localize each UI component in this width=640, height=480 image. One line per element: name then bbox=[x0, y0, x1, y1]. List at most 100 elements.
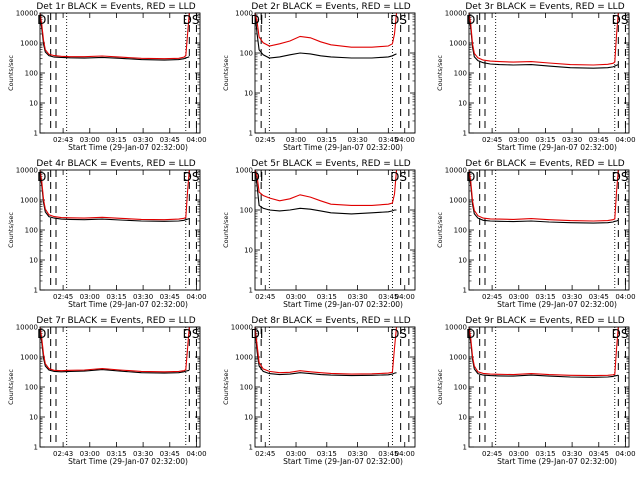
x-tick-label: 03:15 bbox=[106, 450, 126, 458]
y-tick-label: 1 bbox=[249, 444, 253, 452]
x-tick-label: 03:30 bbox=[347, 450, 367, 458]
x-tick-label: 03:15 bbox=[317, 293, 337, 301]
y-tick-label: 100 bbox=[240, 50, 253, 58]
series-line-lld bbox=[254, 326, 398, 375]
x-tick-label: 03:00 bbox=[509, 293, 529, 301]
marker-ds: DS bbox=[183, 327, 200, 341]
series-line-lld bbox=[468, 169, 619, 222]
x-tick-label: 03:15 bbox=[106, 293, 126, 301]
x-axis-label: Start Time (29-Jan-07 02:32:00) bbox=[497, 143, 617, 152]
x-tick-label: 03:00 bbox=[509, 450, 529, 458]
plot-frame bbox=[39, 169, 201, 291]
y-axis-label: Counts/sec bbox=[222, 55, 230, 91]
y-tick-label: 10 bbox=[29, 100, 38, 108]
x-tick-label: 04:00 bbox=[186, 293, 206, 301]
x-tick-label: 03:45 bbox=[378, 293, 398, 301]
series-line-events bbox=[254, 169, 397, 215]
y-tick-label: 100 bbox=[25, 227, 38, 235]
series-line-lld bbox=[39, 169, 190, 221]
y-tick-label: 1 bbox=[463, 287, 467, 295]
y-axis-label: Counts/sec bbox=[436, 212, 444, 248]
y-tick-label: 100 bbox=[240, 384, 253, 392]
chart-panel-9: Det 9r BLACK = Events, RED = LLD 1 10 100 10… bbox=[436, 316, 636, 466]
chart-panel-3: Det 3r BLACK = Events, RED = LLD 1 10 100 10… bbox=[436, 2, 636, 152]
chart-title: Det 8r BLACK = Events, RED = LLD bbox=[251, 316, 410, 326]
y-tick-label: 1 bbox=[34, 287, 38, 295]
x-tick-label: 03:30 bbox=[347, 136, 367, 144]
y-tick-label: 1000 bbox=[20, 354, 38, 362]
series-line-events bbox=[468, 172, 619, 224]
marker-di: DI bbox=[251, 13, 264, 27]
y-tick-label: 1000 bbox=[235, 10, 253, 18]
x-tick-label: 03:00 bbox=[80, 136, 100, 144]
x-tick-label: 03:45 bbox=[160, 450, 180, 458]
y-tick-label: 10000 bbox=[16, 324, 38, 332]
plot-frame bbox=[468, 12, 630, 134]
y-tick-label: 100 bbox=[454, 227, 467, 235]
series-line-lld bbox=[468, 12, 619, 66]
chart-panel-7: Det 7r BLACK = Events, RED = LLD 1 10 100 10… bbox=[7, 316, 207, 466]
x-axis-label: Start Time (29-Jan-07 02:32:00) bbox=[68, 300, 188, 309]
y-tick-label: 1000 bbox=[449, 354, 467, 362]
chart-panel-8: Det 8r BLACK = Events, RED = LLD 1 10 100 10… bbox=[222, 316, 416, 466]
y-tick-label: 100 bbox=[25, 70, 38, 78]
y-tick-label: 10 bbox=[458, 100, 467, 108]
marker-ds: DS bbox=[390, 170, 407, 184]
y-axis-label: Counts/sec bbox=[7, 212, 15, 248]
x-tick-label: 02:45 bbox=[255, 136, 275, 144]
series-line-events bbox=[254, 12, 397, 59]
y-tick-label: 10 bbox=[244, 247, 253, 255]
y-axis-label: Counts/sec bbox=[7, 55, 15, 91]
x-tick-label: 02:45 bbox=[53, 293, 73, 301]
x-axis-label: Start Time (29-Jan-07 02:32:00) bbox=[497, 300, 617, 309]
x-tick-label: 03:30 bbox=[347, 293, 367, 301]
y-tick-label: 10 bbox=[29, 414, 38, 422]
x-tick-label: 02:45 bbox=[482, 136, 502, 144]
x-tick-label: 03:45 bbox=[378, 136, 398, 144]
chart-panel-1: Det 1r BLACK = Events, RED = LLD 1 10 100 10… bbox=[7, 2, 207, 152]
chart-title: Det 9r BLACK = Events, RED = LLD bbox=[465, 316, 624, 326]
x-axis-label: Start Time (29-Jan-07 02:32:00) bbox=[68, 457, 188, 466]
chart-panel-5: Det 5r BLACK = Events, RED = LLD 1 10 100 10… bbox=[222, 159, 416, 309]
x-tick-label: 03:15 bbox=[535, 136, 555, 144]
y-tick-label: 10 bbox=[244, 90, 253, 98]
x-tick-label: 03:30 bbox=[133, 293, 153, 301]
plot-frame bbox=[254, 12, 416, 134]
y-axis-label: Counts/sec bbox=[436, 55, 444, 91]
y-tick-label: 1 bbox=[34, 444, 38, 452]
y-tick-label: 10 bbox=[29, 257, 38, 265]
chart-title: Det 7r BLACK = Events, RED = LLD bbox=[36, 316, 195, 326]
series-line-events bbox=[468, 329, 619, 378]
y-tick-label: 10000 bbox=[445, 167, 467, 175]
y-tick-label: 1 bbox=[249, 130, 253, 138]
marker-ds: DS bbox=[612, 327, 629, 341]
marker-ds: DS bbox=[183, 170, 200, 184]
marker-di: DI bbox=[37, 13, 50, 27]
y-tick-label: 1000 bbox=[235, 167, 253, 175]
x-tick-label: 03:15 bbox=[535, 293, 555, 301]
marker-ds: DS bbox=[390, 13, 407, 27]
y-axis-label: Counts/sec bbox=[222, 212, 230, 248]
y-tick-label: 10000 bbox=[231, 324, 253, 332]
marker-ds: DS bbox=[183, 13, 200, 27]
x-tick-label: 04:00 bbox=[615, 450, 635, 458]
marker-di: DI bbox=[466, 327, 479, 341]
y-tick-label: 10 bbox=[458, 414, 467, 422]
marker-di: DI bbox=[251, 170, 264, 184]
x-tick-label: 04:00 bbox=[186, 450, 206, 458]
y-axis-label: Counts/sec bbox=[7, 369, 15, 405]
series-line-lld bbox=[468, 326, 619, 377]
x-tick-label: 02:45 bbox=[482, 293, 502, 301]
chart-title: Det 3r BLACK = Events, RED = LLD bbox=[465, 2, 624, 12]
y-tick-label: 10 bbox=[244, 414, 253, 422]
x-tick-label: 03:00 bbox=[80, 293, 100, 301]
y-tick-label: 1000 bbox=[449, 197, 467, 205]
x-tick-label: 03:00 bbox=[80, 450, 100, 458]
y-axis-label: Counts/sec bbox=[436, 369, 444, 405]
x-tick-label: 04:00 bbox=[615, 136, 635, 144]
y-tick-label: 10000 bbox=[445, 324, 467, 332]
x-tick-label: 03:00 bbox=[286, 136, 306, 144]
chart-title: Det 4r BLACK = Events, RED = LLD bbox=[36, 159, 195, 169]
marker-di: DI bbox=[251, 327, 264, 341]
x-tick-label: 04:00 bbox=[615, 293, 635, 301]
